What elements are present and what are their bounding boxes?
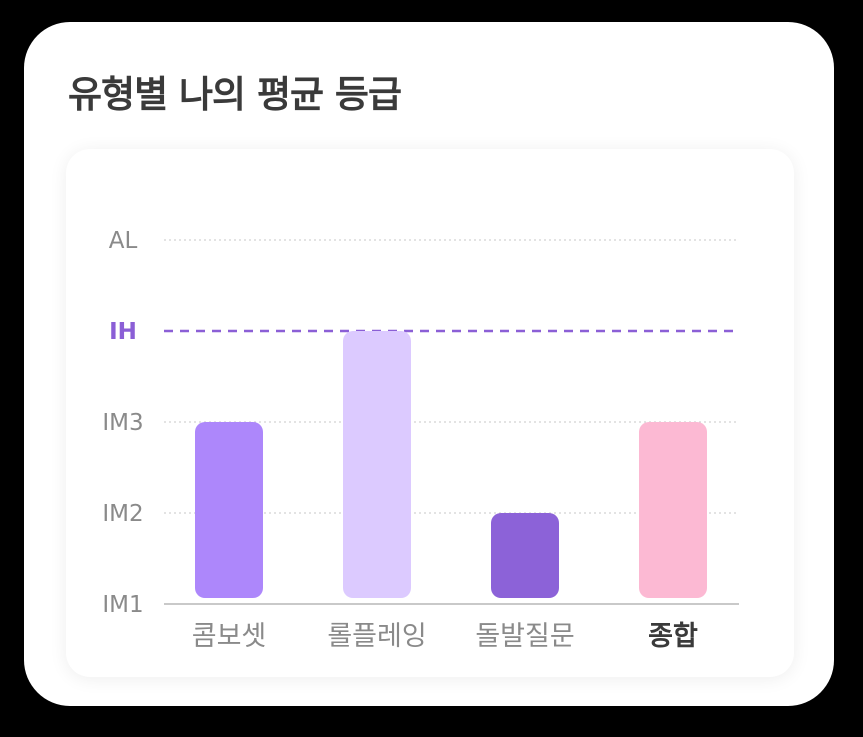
x-tick-label: 롤플레잉	[327, 621, 426, 652]
bar	[491, 513, 559, 598]
x-tick-label: 종합	[648, 621, 698, 652]
y-tick-label: IM2	[102, 501, 143, 527]
y-tick-label: IH	[109, 319, 137, 345]
bar	[639, 422, 707, 598]
page-title: 유형별 나의 평균 등급	[68, 64, 401, 118]
x-tick-label: 돌발질문	[475, 621, 574, 652]
y-tick-label: AL	[109, 228, 138, 254]
bar-chart: IM1 IM2 IM3 IH AL 콤보셋 롤플레잉 돌발질문 종합	[66, 149, 794, 677]
bar	[343, 331, 411, 598]
x-tick-label: 콤보셋	[192, 621, 267, 652]
bar	[195, 422, 263, 598]
chart-panel: IM1 IM2 IM3 IH AL 콤보셋 롤플레잉 돌발질문 종합	[66, 149, 794, 677]
y-tick-label: IM3	[102, 410, 143, 436]
card: 유형별 나의 평균 등급 IM1 IM2 IM3 IH AL 콤보셋 롤플레잉 돌발질문 종합	[24, 22, 834, 706]
y-tick-label: IM1	[102, 592, 143, 618]
